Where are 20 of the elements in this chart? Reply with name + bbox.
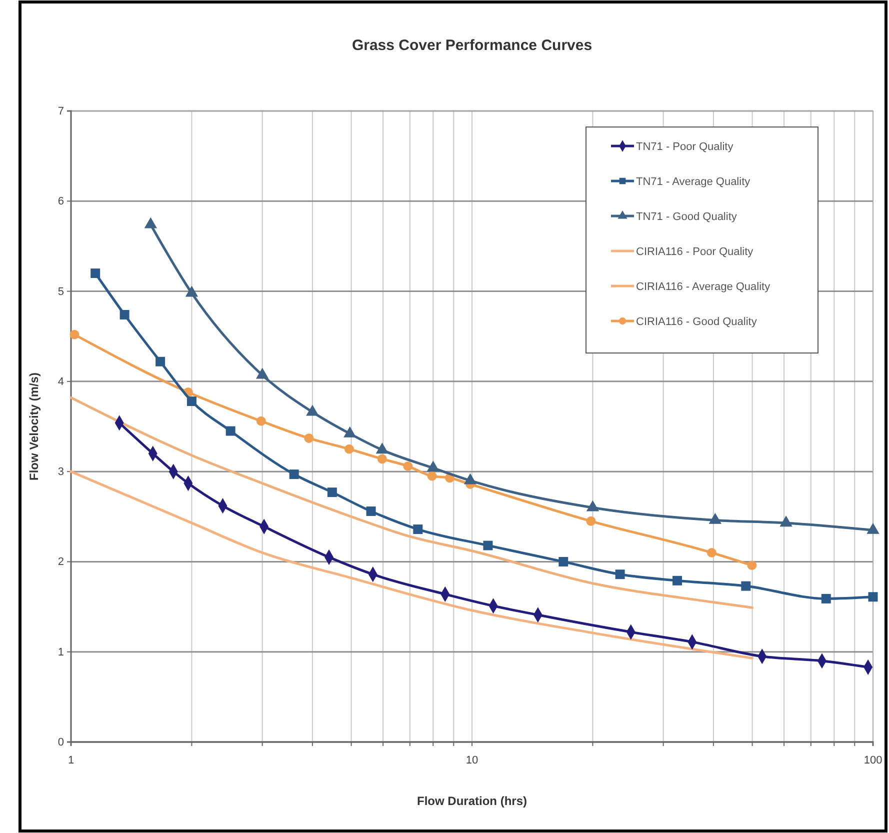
legend-label: TN71 - Average Quality	[636, 176, 751, 188]
y-axis-title: Flow Velocity (m/s)	[27, 372, 41, 481]
x-axis-title: Flow Duration (hrs)	[417, 794, 527, 808]
y-tick-label: 3	[58, 466, 64, 478]
legend-label: TN71 - Good Quality	[636, 211, 738, 223]
chart-title: Grass Cover Performance Curves	[352, 37, 592, 54]
y-tick-label: 4	[58, 376, 64, 388]
y-tick-label: 7	[58, 106, 64, 118]
y-tick-label: 6	[58, 196, 64, 208]
y-tick-label: 2	[58, 556, 64, 568]
x-tick-label: 1	[68, 754, 74, 766]
legend-label: CIRIA116 - Average Quality	[636, 281, 771, 293]
y-tick-label: 1	[58, 646, 64, 658]
legend-label: CIRIA116 - Poor Quality	[636, 246, 754, 258]
x-tick-label: 10	[466, 754, 478, 766]
y-tick-label: 0	[58, 736, 64, 749]
y-tick-label: 5	[58, 286, 64, 298]
legend-label: TN71 - Poor Quality	[636, 141, 734, 153]
legend-label: CIRIA116 - Good Quality	[636, 316, 758, 328]
x-tick-label: 100	[864, 754, 882, 766]
